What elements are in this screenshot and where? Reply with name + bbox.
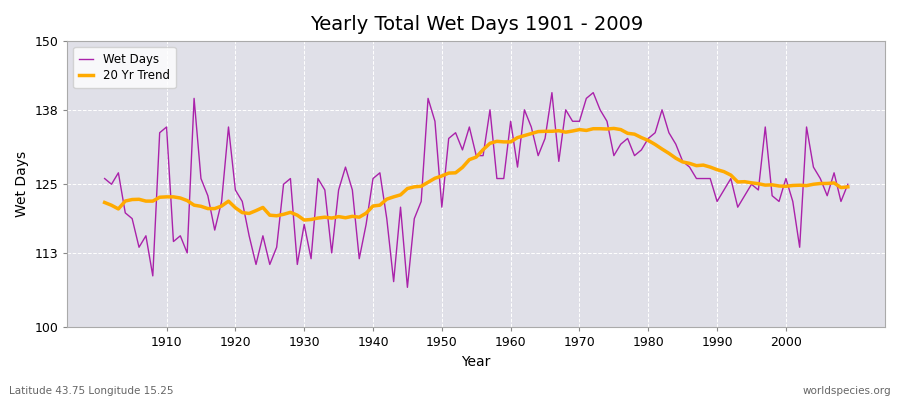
20 Yr Trend [595,126,606,131]
Wet Days [512,165,523,170]
20 Yr Trend [512,135,523,140]
Title: Yearly Total Wet Days 1901 - 2009: Yearly Total Wet Days 1901 - 2009 [310,15,643,34]
Wet Days [505,119,516,124]
Wet Days [842,182,853,187]
Line: 20 Yr Trend: 20 Yr Trend [104,128,848,220]
20 Yr Trend [608,126,619,131]
20 Yr Trend [842,184,853,189]
Legend: Wet Days, 20 Yr Trend: Wet Days, 20 Yr Trend [74,47,176,88]
Wet Days [306,256,317,261]
20 Yr Trend [354,215,364,220]
Text: Latitude 43.75 Longitude 15.25: Latitude 43.75 Longitude 15.25 [9,386,174,396]
Wet Days [154,130,165,135]
20 Yr Trend [154,195,165,200]
Wet Days [402,285,413,290]
20 Yr Trend [505,140,516,144]
20 Yr Trend [312,216,323,220]
X-axis label: Year: Year [462,355,490,369]
20 Yr Trend [99,200,110,205]
Wet Days [99,176,110,181]
Y-axis label: Wet Days: Wet Days [15,151,29,217]
20 Yr Trend [299,218,310,222]
Wet Days [347,188,358,192]
Line: Wet Days: Wet Days [104,93,848,287]
Text: worldspecies.org: worldspecies.org [803,386,891,396]
Wet Days [601,119,612,124]
Wet Days [546,90,557,95]
